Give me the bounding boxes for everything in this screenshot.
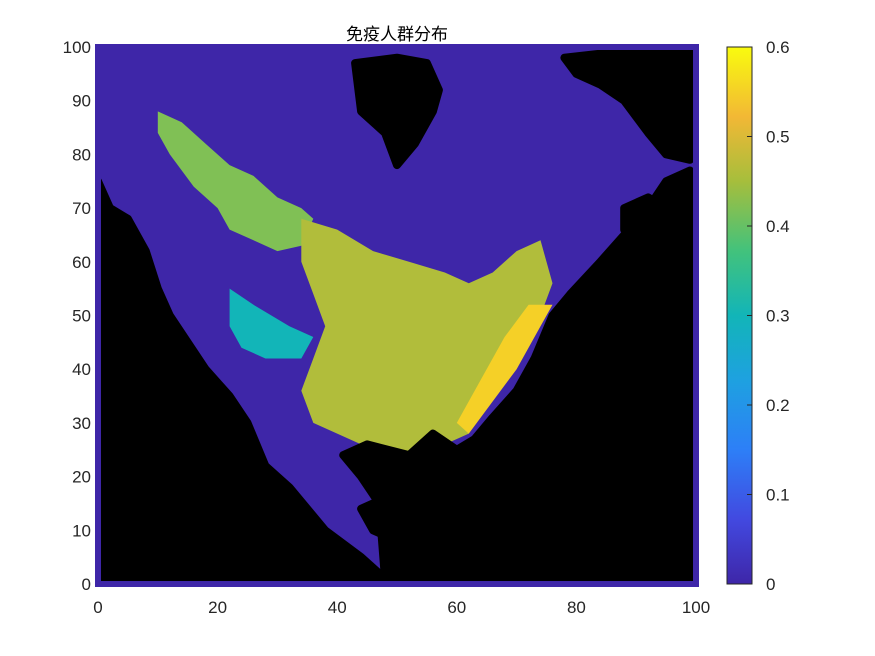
colorbar-tick-label: 0.1 [766,486,790,505]
y-tick-label: 0 [82,575,91,594]
x-tick-label: 20 [208,598,227,617]
y-tick-label: 20 [72,468,91,487]
y-axis: 0 10 20 30 40 50 60 70 80 90 100 [63,38,91,594]
y-tick-label: 10 [72,521,91,540]
colorbar-tick-label: 0.3 [766,307,790,326]
masked-land-2 [339,166,694,583]
colorbar-tick-label: 0.5 [766,128,790,147]
masked-land-6 [620,193,688,245]
y-tick-label: 50 [72,307,91,326]
immune-region-1 [157,111,314,252]
colorbar-tick-label: 0.2 [766,396,790,415]
x-tick-label: 100 [682,598,710,617]
x-tick-label: 0 [93,598,102,617]
colorbar: 0 0.1 0.2 0.3 0.4 0.5 0.6 [726,38,790,594]
x-axis: 0 20 40 60 80 100 [93,598,710,617]
immune-region-4 [456,304,553,434]
y-tick-label: 80 [72,145,91,164]
x-tick-label: 80 [567,598,586,617]
x-tick-label: 60 [447,598,466,617]
masked-land-5 [560,48,694,164]
y-tick-label: 30 [72,414,91,433]
y-tick-label: 60 [72,253,91,272]
y-tick-label: 40 [72,360,91,379]
plot-frame [95,44,699,587]
chart-title: 免疫人群分布 [346,25,448,45]
masked-land-4 [351,53,443,170]
colorbar-tick-label: 0.6 [766,38,790,57]
colorbar-tick-label: 0.4 [766,217,790,236]
masked-land-3 [357,494,437,545]
x-tick-label: 40 [328,598,347,617]
colorbar-tick-label: 0 [766,575,775,594]
y-tick-label: 70 [72,199,91,218]
immune-region-3 [229,288,314,359]
plot-area [95,44,699,587]
immune-region-2 [301,218,553,456]
y-tick-label: 100 [63,38,91,57]
y-tick-label: 90 [72,92,91,111]
masked-land-1 [98,177,389,583]
